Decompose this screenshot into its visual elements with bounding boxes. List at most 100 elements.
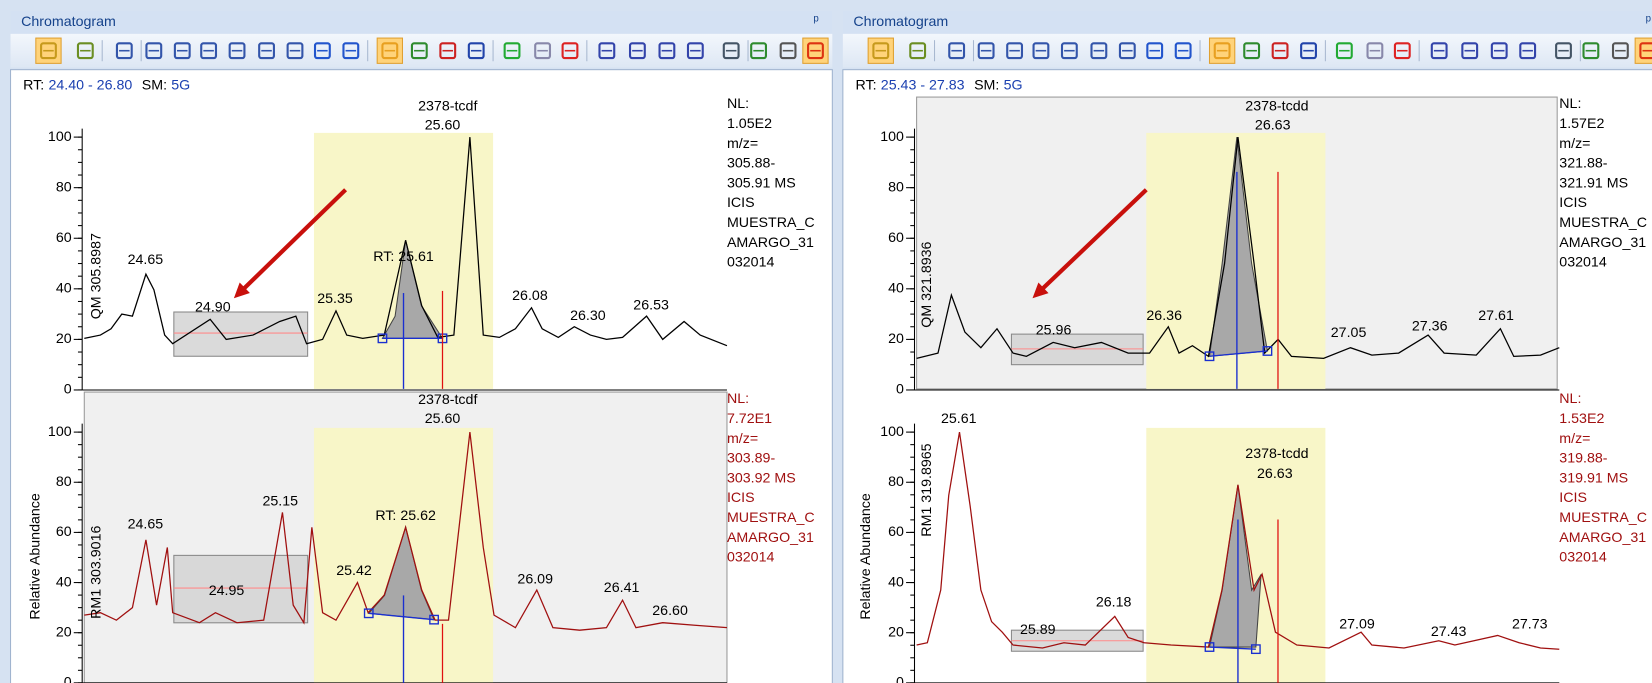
pin-icon[interactable]: ᵖ: [1646, 13, 1651, 29]
y-tick-label: 80: [56, 179, 72, 195]
y-tick-label: 0: [896, 382, 904, 398]
pin-icon[interactable]: ᵖ: [813, 13, 818, 29]
trace-info: m/z=: [727, 431, 758, 447]
header-rt-label: RT:: [23, 77, 44, 93]
trace-info: 032014: [1559, 550, 1607, 566]
y-tick-label: 20: [888, 624, 904, 640]
peak-label: 25.61: [941, 411, 977, 427]
peak-rt: 25.60: [425, 117, 461, 133]
peak-label: 25.15: [262, 493, 298, 509]
trace-info: 319.91 MS: [1559, 470, 1628, 486]
y-axis-title: Relative Abundance: [28, 493, 44, 620]
peak-label: 26.36: [1146, 308, 1182, 324]
y-tick-label: 60: [56, 230, 72, 246]
trace-info: 032014: [1559, 255, 1607, 271]
peak-label: 27.43: [1431, 624, 1467, 640]
trace-info: MUESTRA_C: [727, 510, 815, 526]
header-rt-label: RT:: [856, 77, 877, 93]
trace-info: NL:: [727, 391, 749, 407]
trace-info: NL:: [727, 96, 749, 112]
chromatogram-panel: Chromatogram ᵖ RT:25.43 - 27.83 SM: 5G 0 20 40 6…: [843, 11, 1652, 683]
trace-info: ICIS: [1559, 195, 1587, 211]
peak-label: 26.30: [570, 308, 606, 324]
y-tick-label: 0: [64, 675, 72, 683]
trace-label: QM 321.8936: [919, 241, 935, 327]
peak-label: 27.61: [1478, 308, 1514, 324]
header-sm-label: SM:: [142, 77, 167, 93]
trace-info: 319.88-: [1559, 451, 1607, 467]
peak-label: 25.42: [336, 563, 372, 579]
trace-info: MUESTRA_C: [1559, 510, 1647, 526]
trace-info: AMARGO_31: [1559, 530, 1646, 546]
y-tick-label: 0: [896, 675, 904, 683]
trace-info: AMARGO_31: [727, 530, 814, 546]
y-tick-label: 80: [888, 474, 904, 490]
trace-info: 303.89-: [727, 451, 775, 467]
trace-info: 305.88-: [727, 156, 775, 172]
peak-name: 2378-tcdf: [418, 392, 477, 408]
y-tick-label: 0: [64, 382, 72, 398]
header-rt-range: 25.43 - 27.83: [881, 77, 965, 93]
trace-label: QM 305.8987: [89, 233, 105, 319]
y-axis-title: Relative Abundance: [858, 493, 874, 620]
peak-label: 25.35: [317, 291, 353, 307]
trace-info: ICIS: [727, 195, 755, 211]
trace-info: 1.57E2: [1559, 116, 1604, 132]
peak-rt: 25.60: [425, 411, 461, 427]
trace-info: 1.05E2: [727, 116, 772, 132]
y-tick-label: 100: [880, 424, 904, 440]
screen: ChromatogramᵖRT:24.40 - 26.80SM:5G020406…: [0, 0, 1652, 683]
y-tick-label: 40: [888, 281, 904, 297]
y-tick-label: 100: [48, 129, 72, 145]
trace-info: 1.53E2: [1559, 411, 1604, 427]
header-rt-range: 24.40 - 26.80: [48, 77, 132, 93]
y-tick-label: 40: [56, 574, 72, 590]
peak-rt: 26.63: [1255, 117, 1291, 133]
trace-label: RM1 319.8965: [919, 443, 935, 536]
chromatogram-panel: ChromatogramᵖRT:24.40 - 26.80SM:5G020406…: [11, 11, 833, 683]
rt-label: RT: 25.61: [373, 249, 434, 265]
panel-title-bar: [11, 11, 833, 34]
panel-title: Chromatogram: [853, 14, 948, 30]
trace-info: AMARGO_31: [727, 235, 814, 251]
y-tick-label: 100: [48, 424, 72, 440]
y-tick-label: 80: [56, 474, 72, 490]
y-tick-label: 20: [56, 624, 72, 640]
trace-info: MUESTRA_C: [727, 215, 815, 231]
peak-label: 26.60: [652, 603, 688, 619]
peak-label: 25.96: [1036, 323, 1072, 339]
y-tick-label: 100: [880, 129, 904, 145]
header-sm-label: SM:: [974, 77, 999, 93]
header-sm: 5G: [1004, 77, 1023, 93]
peak-name: 2378-tcdf: [418, 98, 477, 114]
y-tick-label: 20: [888, 331, 904, 347]
trace-info: NL:: [1559, 391, 1581, 407]
peak-label: 24.65: [128, 517, 164, 533]
trace-info: 305.91 MS: [727, 175, 796, 191]
range-header: RT:25.43 - 27.83 SM: 5G: [856, 77, 1023, 93]
peak-label: 27.36: [1412, 319, 1448, 335]
trace-info: ICIS: [1559, 490, 1587, 506]
trace-info: 321.88-: [1559, 156, 1607, 172]
peak-label: 25.89: [1020, 622, 1056, 638]
trace-info: 321.91 MS: [1559, 175, 1628, 191]
trace-info: m/z=: [1559, 431, 1590, 447]
trace-info: m/z=: [1559, 136, 1590, 152]
peak-label: 24.95: [209, 583, 245, 599]
header-sm: 5G: [171, 77, 190, 93]
peak-label: 26.18: [1096, 595, 1132, 611]
peak-label: 26.09: [517, 571, 553, 587]
range-header: RT:24.40 - 26.80 SM:5G: [23, 77, 190, 93]
trace-info: 303.92 MS: [727, 470, 796, 486]
trace-info: AMARGO_31: [1559, 235, 1646, 251]
peak-label: 27.73: [1512, 617, 1548, 633]
trace-info: 032014: [727, 550, 775, 566]
trace-info: MUESTRA_C: [1559, 215, 1647, 231]
rt-label: RT: 25.62: [375, 508, 436, 524]
y-tick-label: 60: [888, 524, 904, 540]
trace-label: RM1 303.9016: [89, 526, 105, 619]
peak-name: 2378-tcdd: [1245, 446, 1308, 462]
peak-label: 26.08: [512, 288, 548, 304]
y-tick-label: 40: [888, 574, 904, 590]
y-tick-label: 60: [56, 524, 72, 540]
